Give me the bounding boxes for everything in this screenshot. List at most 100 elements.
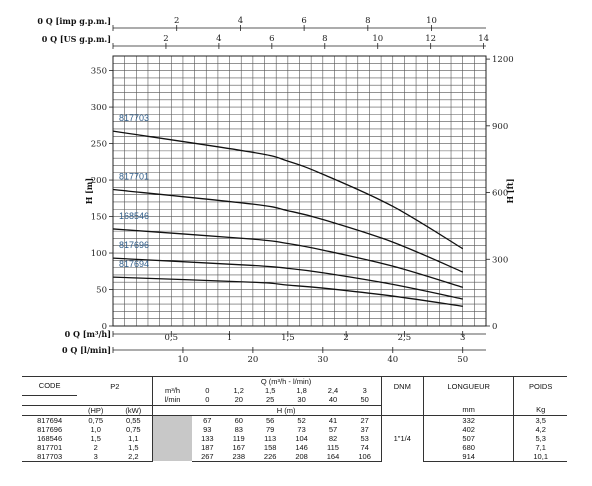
top-axis-us-label: 0 Q [US g.p.m.] (42, 34, 111, 44)
y-tick-label: 300 (91, 103, 107, 113)
row-1-h-3: 73 (297, 424, 306, 434)
top-axis-us-tick-label: 14 (478, 34, 489, 44)
row-4-h-4: 164 (317, 451, 349, 462)
q-lmin-4: 40 (328, 395, 338, 405)
q-lmin-3: 30 (297, 395, 306, 405)
y2-tick-label: 1200 (492, 55, 514, 65)
x-tick-label: 2 (343, 333, 348, 343)
y-tick-label: 0 (102, 322, 107, 332)
y2-axis-label: H [ft] (505, 178, 515, 203)
length-sub-spacer (422, 395, 514, 405)
row-0-h-0: 67 (203, 415, 212, 425)
top-axis-imp-label: 0 Q [imp g.p.m.] (37, 16, 111, 26)
q-lmin-5: 50 (360, 395, 369, 405)
row-2-h-1: 119 (232, 433, 245, 443)
row-0-h-2: 56 (265, 415, 275, 425)
row-1-h-1: 83 (234, 424, 243, 434)
row-4-hp: 3 (77, 451, 115, 462)
row-4-h-5: 106 (348, 451, 382, 462)
x2-axis-label: 0 Q [l/min] (62, 345, 111, 355)
row-3-h-0: 187 (201, 442, 214, 452)
row-3-length: 680 (422, 442, 514, 452)
y2-tick-label: 300 (492, 255, 508, 265)
row-1-code: 817696 (37, 424, 63, 434)
q-m3h-1: 1,2 (233, 386, 244, 395)
q-lmin-0: 0 (205, 395, 210, 405)
row-4-h-1: 238 (223, 451, 255, 462)
h-header: H (m) (191, 404, 382, 416)
row-4-length: 914 (422, 451, 514, 462)
row-0-length: 332 (422, 415, 514, 425)
row-2-h-4: 82 (328, 433, 338, 443)
row-2-h-2: 113 (264, 433, 277, 443)
top-axis-imp-tick-label: 6 (301, 16, 306, 26)
dnm-header: DNM (380, 376, 424, 395)
y-tick-label: 150 (91, 213, 107, 223)
row-0-h-3: 52 (297, 415, 306, 425)
kw-label: (kW) (114, 405, 153, 416)
x2-tick-label: 20 (247, 355, 258, 365)
row-1-length: 402 (422, 424, 514, 434)
q-lmin-1: 20 (234, 395, 243, 405)
length-unit: mm (422, 405, 514, 416)
curve-817701 (112, 188, 463, 273)
row-3-code: 817701 (37, 442, 63, 452)
y-tick-label: 350 (91, 67, 107, 77)
row-2-kw: 1,1 (128, 433, 139, 443)
dnm-unit-spacer (380, 405, 424, 416)
q-m3h-3: 1,8 (296, 386, 307, 395)
x-tick-label: 1 (227, 333, 232, 343)
x-tick-label: 2,5 (398, 333, 412, 343)
curve-label-168546: 168546 (119, 211, 149, 221)
x-tick-label: 0,5 (165, 333, 179, 343)
top-axis-imp-tick-label: 4 (238, 16, 243, 26)
code-sub-spacer (22, 395, 78, 406)
row-3-weight: 7,1 (513, 442, 567, 452)
row-1-h-0: 93 (203, 424, 212, 434)
y2-tick-label: 600 (492, 189, 508, 199)
curve-label-817701: 817701 (119, 172, 149, 182)
gray-block (152, 415, 192, 461)
x-axis-label: 0 Q [m³/h] (65, 329, 111, 339)
top-axis-us-tick-label: 6 (269, 34, 274, 44)
curve-label-817694: 817694 (119, 259, 149, 269)
p2-sub-spacer (77, 395, 153, 406)
row-0-h-4: 41 (328, 415, 338, 425)
row-1-hp: 1,0 (90, 424, 101, 434)
row-4-h-0: 267 (191, 451, 224, 462)
code-header: CODE (22, 376, 78, 396)
top-axis-imp-tick-label: 10 (426, 16, 437, 26)
y2-tick-label: 0 (492, 322, 497, 332)
plot-frame (112, 55, 487, 327)
weight-sub-spacer (513, 395, 567, 405)
row-0-h-1: 60 (234, 415, 243, 425)
top-axis-imp-tick-label: 2 (174, 16, 179, 26)
y2-tick-label: 900 (492, 122, 508, 132)
row-1-h-2: 79 (265, 424, 275, 434)
x2-tick-label: 30 (317, 355, 328, 365)
weight-header: POIDS (513, 376, 567, 395)
row-4-kw: 2,2 (114, 451, 153, 462)
row-4-code: 817703 (22, 451, 78, 462)
row-0-h-5: 27 (360, 415, 369, 425)
row-3-kw: 1,5 (128, 442, 139, 452)
x2-tick-label: 40 (387, 355, 398, 365)
row-2-weight: 5,3 (513, 433, 567, 443)
y-tick-label: 50 (96, 286, 107, 296)
dnm-sub-spacer (380, 395, 424, 405)
row-0-kw: 0,55 (125, 415, 141, 425)
hp-label: (HP) (77, 405, 115, 416)
q-header: Q (m³/h - l/min) (191, 376, 382, 386)
h-unit-spacer (152, 404, 192, 416)
row-0-hp: 0,75 (88, 415, 104, 425)
q-header-spacer (152, 376, 192, 386)
weight-unit: Kg (513, 405, 567, 416)
row-0-weight: 3,5 (513, 415, 567, 425)
top-axis-imp-tick-label: 8 (365, 16, 370, 26)
top-axis-us-tick-label: 12 (425, 34, 436, 44)
curve-817696 (112, 257, 463, 300)
y-tick-label: 250 (91, 140, 107, 150)
row-2-length: 507 (422, 433, 514, 443)
q-m3h-2: 1,5 (264, 386, 276, 395)
